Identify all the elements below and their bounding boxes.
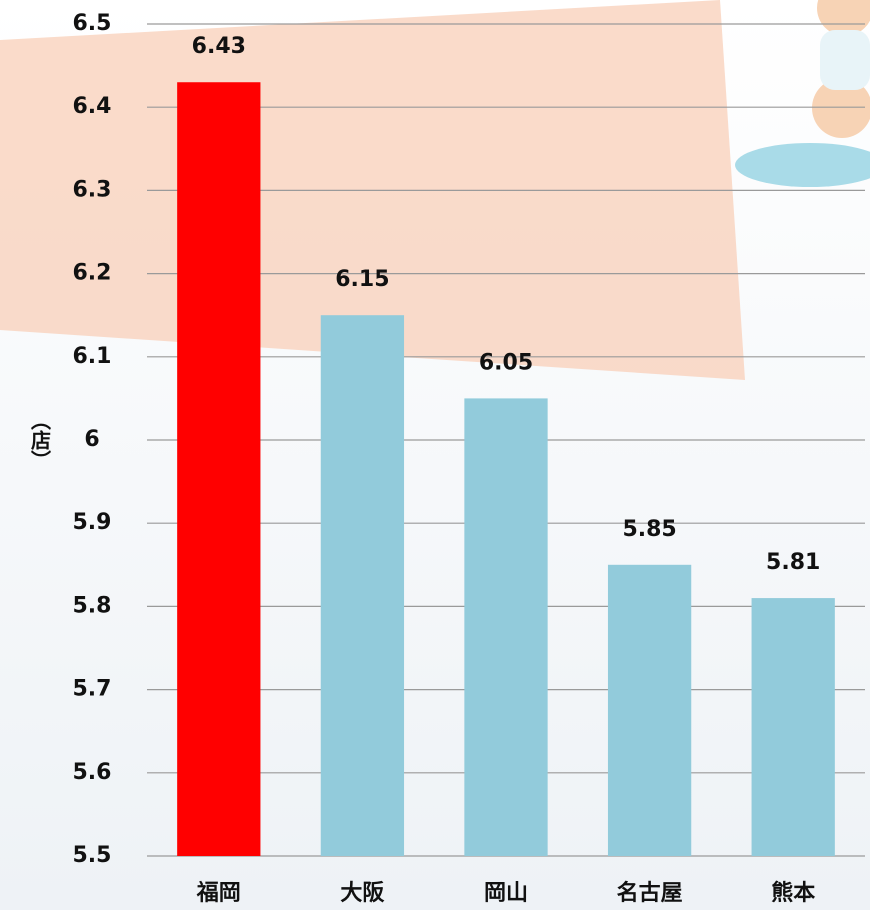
bar (751, 598, 835, 856)
value-label: 5.85 (622, 517, 676, 542)
y-tick-label: 5.8 (73, 593, 112, 618)
y-tick-label: 5.7 (73, 677, 112, 702)
value-label: 5.81 (766, 550, 820, 575)
y-tick-label: 6.5 (73, 11, 112, 36)
y-tick-label: 6.2 (73, 261, 112, 286)
x-tick-label: 岡山 (484, 881, 528, 906)
x-tick-label: 福岡 (196, 881, 241, 906)
x-tick-label: 大阪 (340, 881, 384, 906)
bar (607, 564, 692, 856)
y-tick-label: 6 (84, 427, 99, 452)
y-tick-label: 5.6 (73, 760, 112, 785)
y-tick-label: 6.3 (73, 177, 112, 202)
x-tick-label: 名古屋 (617, 880, 683, 906)
illustration (735, 0, 870, 187)
y-tick-label: 5.9 (73, 510, 112, 535)
x-tick-label: 熊本 (771, 880, 815, 906)
y-tick-label: 5.5 (73, 843, 112, 868)
bar (464, 398, 548, 856)
bar (177, 82, 261, 857)
y-tick-label: 6.4 (73, 94, 112, 119)
y-tick-label: 6.1 (73, 344, 112, 369)
bar (320, 315, 405, 856)
value-label: 6.15 (335, 267, 389, 292)
value-label: 6.05 (479, 350, 533, 375)
y-axis-label: （店） (28, 410, 52, 470)
value-label: 6.43 (192, 34, 246, 59)
